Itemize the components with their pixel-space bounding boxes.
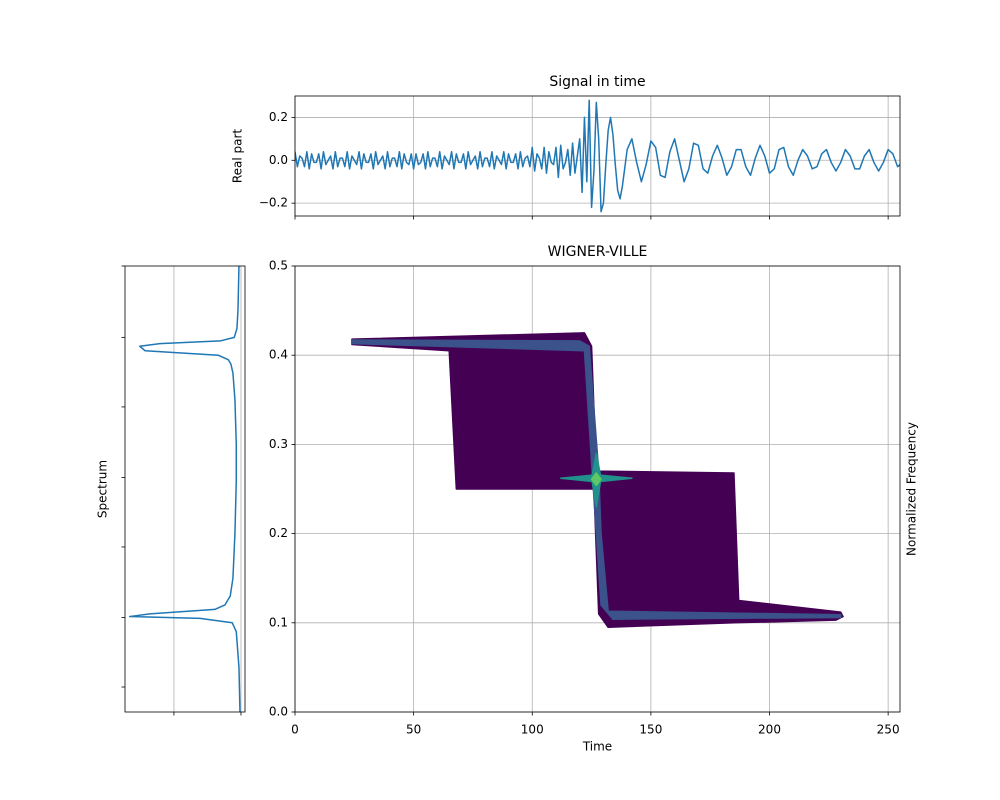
x-axis-label: Time [582, 740, 612, 754]
axes-title: Signal in time [549, 74, 645, 90]
y-tick-label: −0.2 [259, 196, 288, 210]
y-tick-label: 0.4 [269, 348, 288, 362]
axes-frame [294, 95, 901, 217]
plot-area [128, 266, 241, 712]
axes-title: WIGNER-VILLE [548, 244, 648, 260]
x-tick-label: 100 [521, 723, 544, 737]
signal-line [295, 99, 900, 213]
axes-frame [294, 265, 901, 713]
y-tick-label: 0.1 [269, 615, 288, 629]
y-axis-label: Normalized Frequency [905, 422, 919, 556]
y-tick-label: 0.5 [269, 259, 288, 273]
x-tick-label: 0 [291, 723, 299, 737]
plot-area [351, 332, 844, 629]
y-tick-label: 0.0 [269, 153, 288, 167]
y-tick-label: 0.3 [269, 437, 288, 451]
x-tick-label: 50 [406, 723, 421, 737]
y-tick-label: 0.0 [269, 705, 288, 719]
y-tick-label: 0.2 [269, 526, 288, 540]
signal-line [128, 266, 241, 712]
axes-frame [124, 265, 246, 713]
x-tick-label: 150 [639, 723, 662, 737]
y-tick-label: 0.2 [269, 110, 288, 124]
y-axis-label: Spectrum [96, 460, 110, 518]
plot-area [295, 99, 900, 213]
y-axis-label: Real part [231, 129, 245, 184]
x-tick-label: 250 [877, 723, 900, 737]
energy-region [590, 472, 602, 487]
x-tick-label: 200 [758, 723, 781, 737]
